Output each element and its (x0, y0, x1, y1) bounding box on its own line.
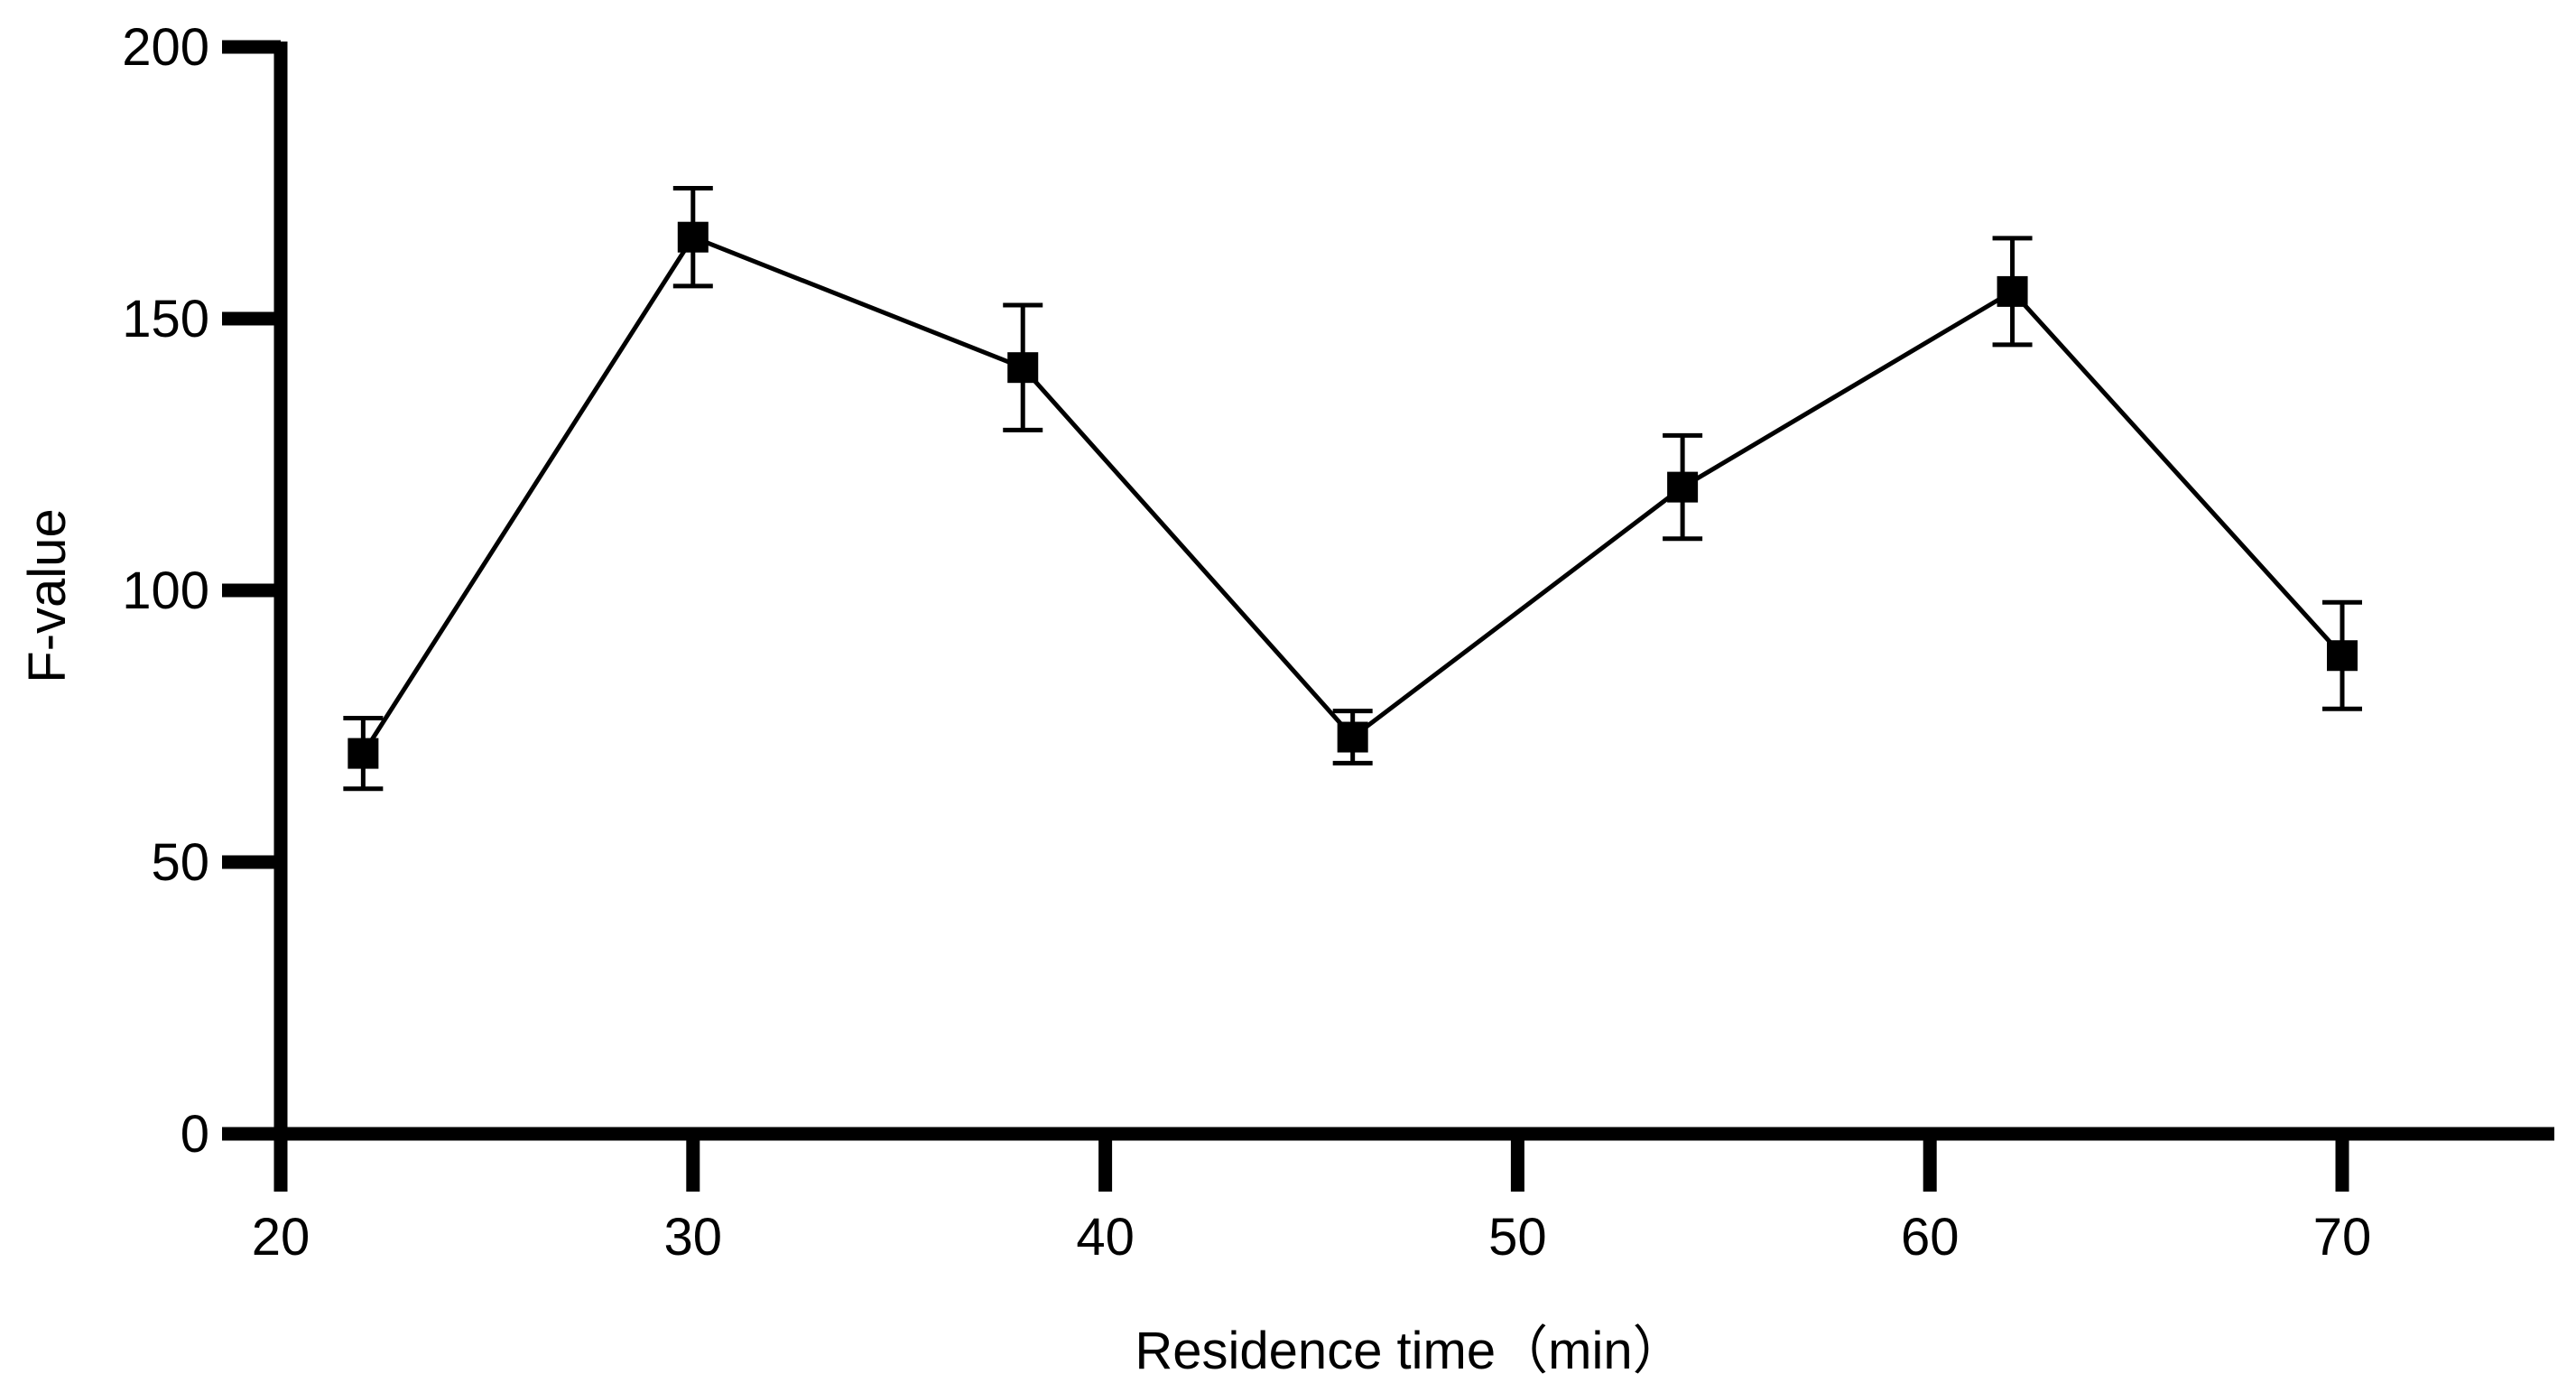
data-point (347, 738, 379, 769)
x-tick-label: 70 (2313, 1208, 2372, 1267)
y-tick-label: 100 (122, 561, 209, 620)
y-tick-label: 150 (122, 290, 209, 348)
x-tick-label: 50 (1488, 1208, 1547, 1267)
series-line (361, 234, 2344, 755)
x-ticks: 20 30 40 50 60 70 (252, 1134, 2372, 1267)
data-point (677, 221, 709, 253)
series-group (343, 186, 2362, 792)
y-axis-title: F-value (18, 508, 77, 682)
data-point (2327, 640, 2358, 672)
x-tick-label: 40 (1076, 1208, 1135, 1267)
x-axis-title: Residence time（min） (1135, 1322, 1684, 1380)
x-tick-label: 60 (1901, 1208, 1960, 1267)
y-tick-label: 50 (151, 833, 209, 892)
axes (222, 42, 2554, 1141)
data-point (1997, 275, 2028, 307)
data-point (1667, 471, 1699, 503)
y-tick-label: 0 (181, 1105, 209, 1164)
y-ticks: 0 50 100 150 200 (122, 18, 281, 1164)
x-tick-label: 20 (252, 1208, 310, 1267)
y-tick-label: 200 (122, 18, 209, 77)
x-tick-label: 30 (664, 1208, 723, 1267)
data-point (1337, 721, 1368, 753)
data-point (1007, 352, 1039, 384)
